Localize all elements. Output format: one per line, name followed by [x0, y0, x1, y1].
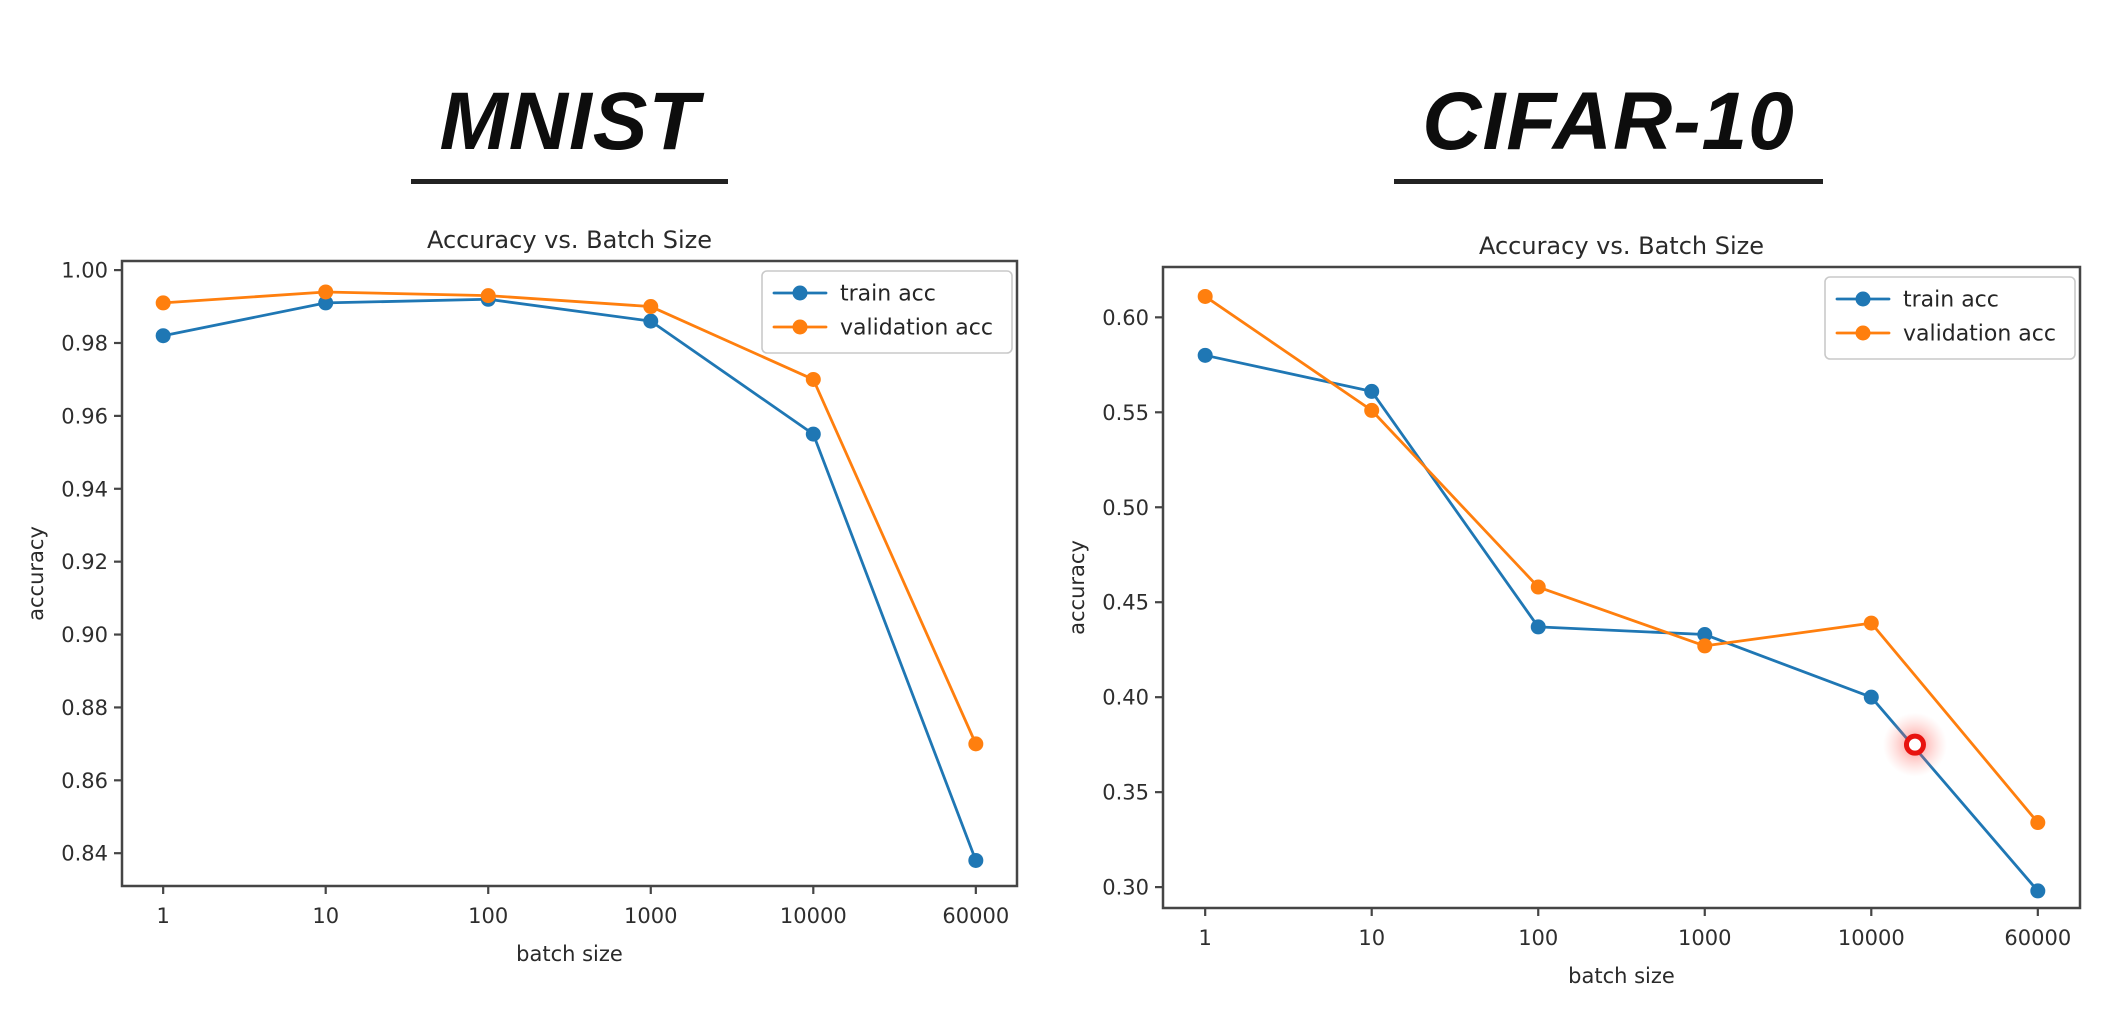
cifar-train-marker — [1364, 383, 1380, 399]
cifar-chart-title: Accuracy vs. Batch Size — [1479, 232, 1764, 260]
cifar-ytick-label: 0.35 — [1102, 781, 1149, 805]
mnist-xtick-label: 1000 — [624, 904, 677, 928]
cifar-validation-marker — [2030, 815, 2046, 831]
cifar-train-marker — [1697, 627, 1713, 643]
cifar-xtick-label: 1000 — [1678, 926, 1731, 950]
mnist-validation-marker — [155, 295, 171, 311]
mnist-train-marker — [805, 426, 821, 442]
cifar-legend: train acc validation acc — [1824, 276, 2076, 360]
cifar-highlight-ring — [1903, 733, 1926, 756]
cifar-validation-marker — [1697, 638, 1713, 654]
mnist-train-marker — [155, 328, 171, 344]
mnist-chart: 0.84 0.86 0.88 0.90 0.92 0.94 0.96 0.98 1.00 1 10 1… — [24, 226, 1019, 966]
cifar-validation-marker — [1364, 402, 1380, 418]
mnist-legend-train-marker — [792, 285, 808, 301]
mnist-xtick-label: 100 — [468, 904, 508, 928]
cifar-xtick-label: 10000 — [1838, 926, 1905, 950]
cifar-chart: 0.30 0.35 0.40 0.45 0.50 0.55 0.60 1 10 100 1000 10… — [1065, 232, 2082, 988]
mnist-xlabel: batch size — [516, 942, 623, 966]
mnist-ytick-label: 0.92 — [61, 550, 108, 574]
mnist-plot-area — [122, 261, 1017, 886]
cifar-ylabel: accuracy — [1065, 540, 1089, 635]
cifar-train-marker — [1863, 689, 1879, 705]
mnist-legend-train-label: train acc — [840, 282, 936, 307]
mnist-legend-box — [761, 270, 1013, 354]
cifar-heading-wrap: CIFAR-10 — [1100, 80, 2117, 184]
cifar-xlabel: batch size — [1568, 964, 1675, 988]
mnist-ytick-label: 0.86 — [61, 769, 108, 793]
cifar-legend-validation-label: validation acc — [1903, 322, 2056, 347]
cifar-xtick-label: 100 — [1518, 926, 1558, 950]
cifar-legend-train-marker — [1855, 291, 1871, 307]
mnist-validation-marker — [968, 736, 984, 752]
cifar-legend-box — [1824, 276, 2076, 360]
mnist-legend-validation-marker — [792, 319, 808, 335]
mnist-train-marker — [643, 313, 659, 329]
cifar-validation-marker — [1863, 615, 1879, 631]
mnist-xtick-label: 60000 — [942, 904, 1009, 928]
mnist-validation-marker — [480, 288, 496, 304]
mnist-ytick-label: 0.98 — [61, 331, 108, 355]
mnist-train-marker — [318, 295, 334, 311]
cifar-train-marker — [1197, 347, 1213, 363]
cifar-validation-line — [1203, 295, 2040, 824]
cifar-legend-validation-marker — [1855, 325, 1871, 341]
cifar-ytick-label: 0.30 — [1102, 876, 1149, 900]
mnist-train-marker — [968, 852, 984, 868]
mnist-legend-validation-label: validation acc — [840, 316, 993, 341]
mnist-ytick-label: 0.96 — [61, 404, 108, 428]
mnist-validation-marker — [805, 371, 821, 387]
cifar-title: CIFAR-10 — [1394, 80, 1823, 184]
mnist-validation-marker — [643, 299, 659, 315]
cifar-legend-train-label: train acc — [1903, 288, 1999, 313]
mnist-xtick-label: 10000 — [780, 904, 847, 928]
mnist-legend: train acc validation acc — [761, 270, 1013, 354]
cifar-train-marker — [2030, 883, 2046, 899]
mnist-ytick-label: 0.88 — [61, 696, 108, 720]
mnist-ytick-label: 1.00 — [61, 259, 108, 283]
cifar-train-marker — [1530, 619, 1546, 635]
mnist-xtick-label: 1 — [156, 904, 169, 928]
mnist-title: MNIST — [411, 80, 728, 184]
cifar-plot-box — [1161, 265, 2082, 910]
mnist-ytick-label: 0.94 — [61, 477, 108, 501]
mnist-xtick-label: 10 — [312, 904, 339, 928]
mnist-chart-title: Accuracy vs. Batch Size — [427, 226, 712, 254]
mnist-validation-marker — [318, 284, 334, 300]
cifar-validation-marker — [1530, 579, 1546, 595]
mnist-validation-line — [161, 290, 978, 746]
mnist-plot-box — [120, 259, 1019, 888]
cifar-ytick-label: 0.55 — [1102, 401, 1149, 425]
cifar-ytick-label: 0.40 — [1102, 686, 1149, 710]
mnist-ylabel: accuracy — [24, 526, 48, 621]
cifar-validation-marker — [1197, 288, 1213, 304]
cifar-ytick-label: 0.50 — [1102, 496, 1149, 520]
mnist-train-line — [161, 297, 978, 862]
mnist-heading-wrap: MNIST — [0, 80, 1139, 184]
cifar-ytick-label: 0.45 — [1102, 591, 1149, 615]
cifar-xtick-label: 1 — [1198, 926, 1211, 950]
cifar-xtick-label: 10 — [1358, 926, 1385, 950]
cifar-xtick-label: 60000 — [2004, 926, 2071, 950]
mnist-ytick-label: 0.84 — [61, 842, 108, 866]
mnist-ytick-label: 0.90 — [61, 623, 108, 647]
cifar-ytick-label: 0.60 — [1102, 306, 1149, 330]
